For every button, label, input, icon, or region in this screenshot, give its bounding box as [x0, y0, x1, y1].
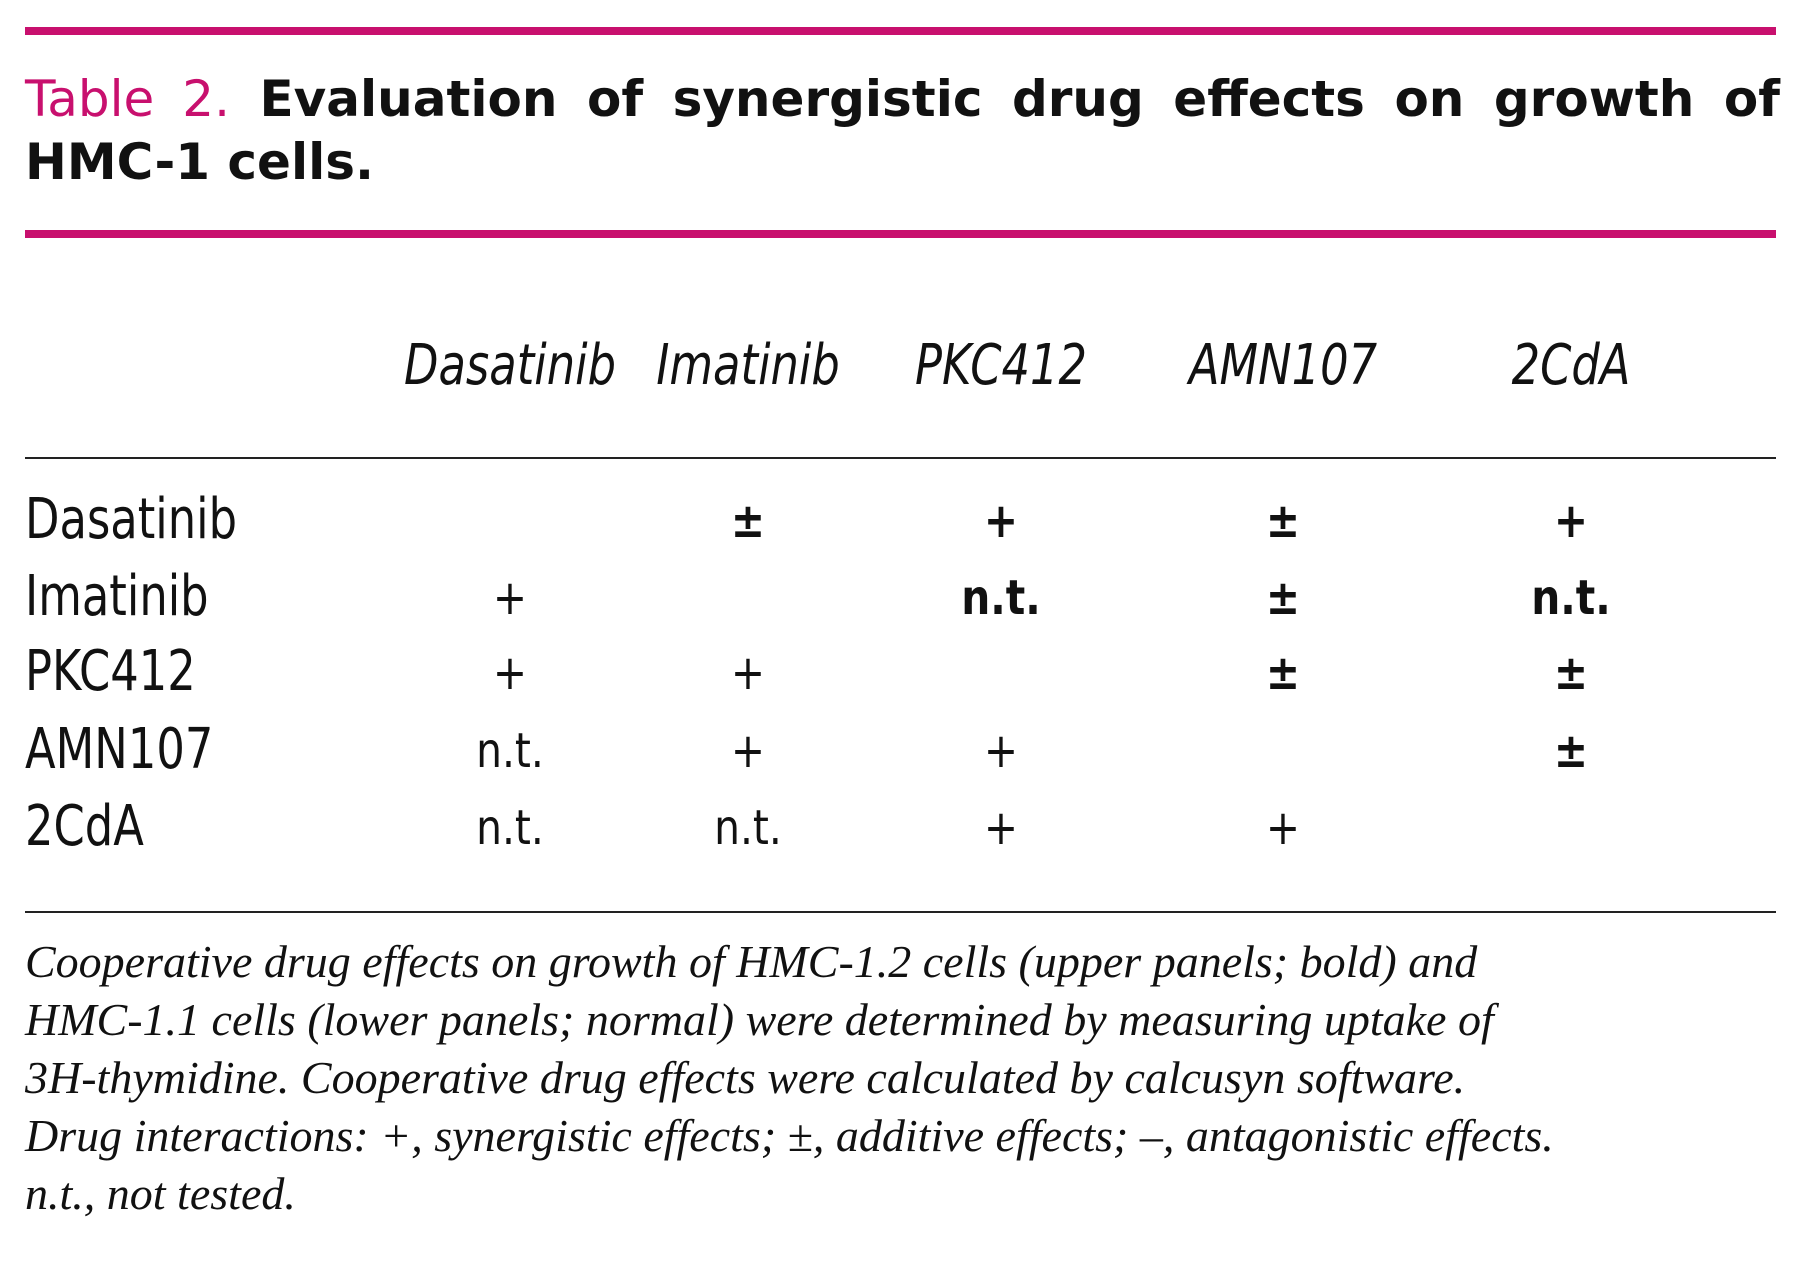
- column-header: Dasatinib: [403, 333, 617, 398]
- table-cell: +: [730, 645, 766, 701]
- table-cell: ±: [1265, 493, 1301, 549]
- table-cell: +: [730, 723, 766, 779]
- footnote-line: HMC-1.1 cells (lower panels; normal) wer…: [25, 994, 1494, 1045]
- table-cell: +: [1265, 800, 1301, 856]
- title-text: Evaluation of synergistic drug effects o…: [25, 70, 1780, 191]
- bottom-rule: [25, 911, 1776, 913]
- column-header: AMN107: [1188, 333, 1378, 398]
- table-cell: n.t.: [476, 800, 544, 856]
- top-rule: [25, 27, 1776, 35]
- table-cell: ±: [730, 493, 766, 549]
- title-rule: [25, 230, 1776, 238]
- footnote-line: Drug interactions: +, synergistic effect…: [25, 1110, 1554, 1161]
- row-label: AMN107: [25, 717, 214, 782]
- table-cell: ±: [1553, 723, 1589, 779]
- table-cell: ±: [1553, 645, 1589, 701]
- table-cell: +: [983, 493, 1019, 549]
- row-label: 2CdA: [25, 794, 144, 859]
- header-rule: [25, 457, 1776, 459]
- table-cell: +: [492, 570, 528, 626]
- table-cell: n.t.: [1531, 570, 1611, 626]
- table-cell: +: [983, 800, 1019, 856]
- table-cell: n.t.: [961, 570, 1041, 626]
- column-header: PKC412: [915, 333, 1087, 398]
- row-label: Imatinib: [25, 564, 209, 629]
- table-cell: n.t.: [476, 723, 544, 779]
- column-header: 2CdA: [1511, 333, 1631, 398]
- column-header: Imatinib: [656, 333, 840, 398]
- table-cell: +: [983, 723, 1019, 779]
- table-cell: +: [1553, 493, 1589, 549]
- table-cell: n.t.: [714, 800, 782, 856]
- footnote-line: 3H-thymidine. Cooperative drug effects w…: [25, 1052, 1466, 1103]
- footnote-line: n.t., not tested.: [25, 1168, 296, 1219]
- footnote-line: Cooperative drug effects on growth of HM…: [25, 936, 1478, 987]
- row-label: PKC412: [25, 639, 196, 704]
- table-cell: ±: [1265, 570, 1301, 626]
- row-label: Dasatinib: [25, 487, 238, 552]
- title-label: Table 2.: [25, 70, 230, 128]
- table-title: Table 2. Evaluation of synergistic drug …: [25, 68, 1780, 194]
- table-cell: ±: [1265, 645, 1301, 701]
- table-cell: +: [492, 645, 528, 701]
